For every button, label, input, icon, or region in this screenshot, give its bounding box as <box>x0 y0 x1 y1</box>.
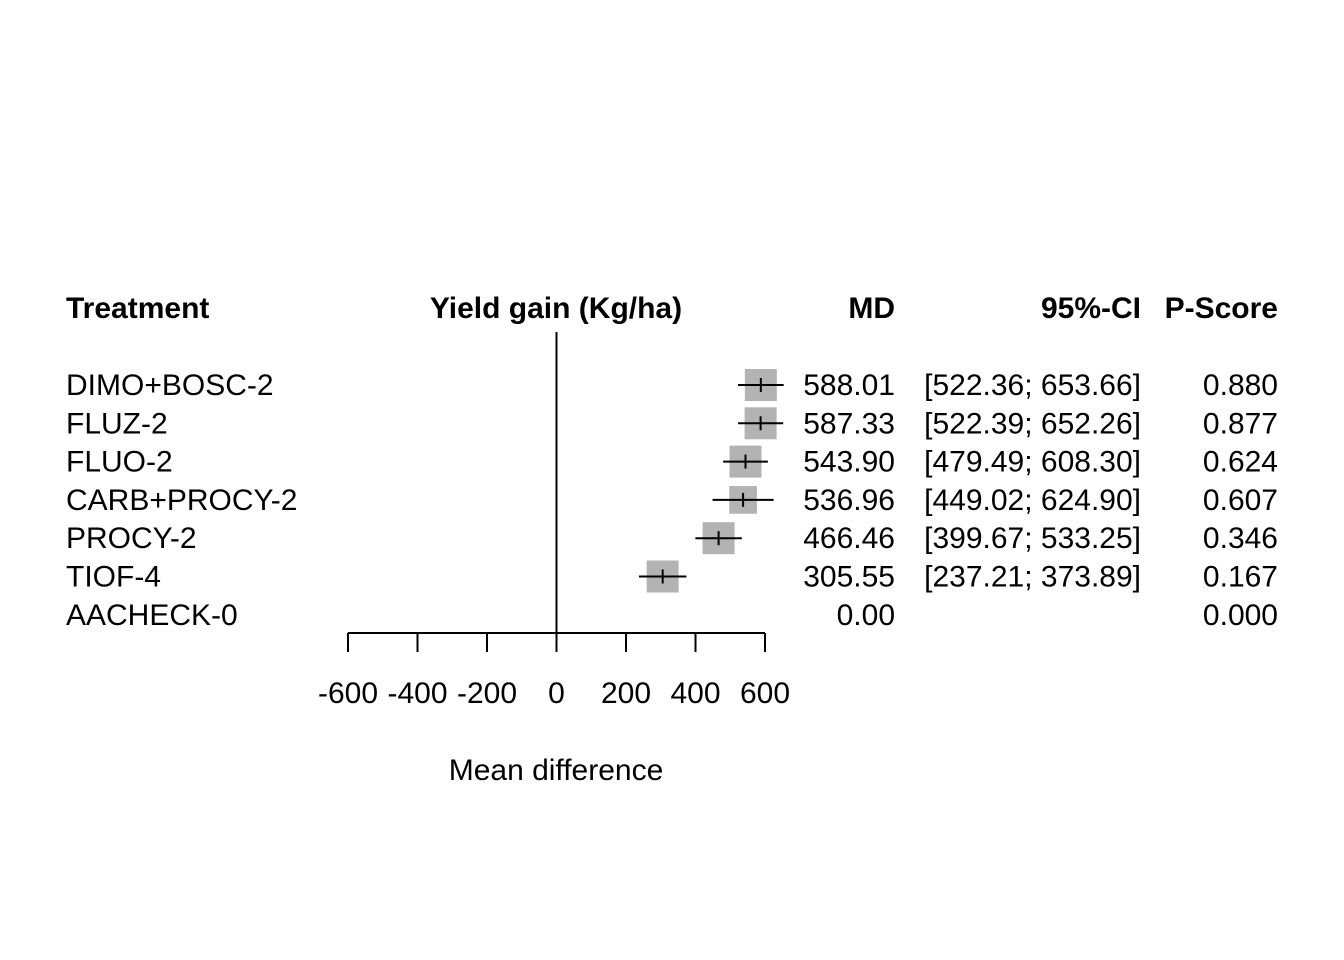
row-md-value: 587.33 <box>803 407 895 440</box>
row-pscore-value: 0.167 <box>1203 561 1278 594</box>
x-tick-label: -600 <box>318 677 378 710</box>
row-treatment-label: DIMO+BOSC-2 <box>66 369 274 402</box>
row-md-value: 305.55 <box>803 561 895 594</box>
header-treatment: Treatment <box>66 292 209 325</box>
x-tick-label: 600 <box>740 677 790 710</box>
row-md-value: 543.90 <box>803 446 895 479</box>
x-tick-label: 200 <box>601 677 651 710</box>
row-md-value: 536.96 <box>803 484 895 517</box>
row-ci-value: [522.36; 653.66] <box>924 369 1141 402</box>
row-treatment-label: TIOF-4 <box>66 561 161 594</box>
x-tick-label: -200 <box>457 677 517 710</box>
forest-rows: DIMO+BOSC-2 588.01 [522.36; 653.66] 0.880 FL… <box>66 332 1278 633</box>
row-md-value: 588.01 <box>803 369 895 402</box>
row-md-value: 466.46 <box>803 522 895 555</box>
row-ci-value: [449.02; 624.90] <box>924 484 1141 517</box>
header-pscore: P-Score <box>1165 292 1278 325</box>
row-pscore-value: 0.880 <box>1203 369 1278 402</box>
x-tick-label: 400 <box>670 677 720 710</box>
x-axis: -600 -400 -200 0 200 400 600 <box>318 632 790 710</box>
row-pscore-value: 0.624 <box>1203 446 1278 479</box>
row-treatment-label: AACHECK-0 <box>66 599 238 632</box>
x-tick-label: -400 <box>387 677 447 710</box>
row-ci-value: [479.49; 608.30] <box>924 446 1141 479</box>
row-pscore-value: 0.000 <box>1203 599 1278 632</box>
row-pscore-value: 0.607 <box>1203 484 1278 517</box>
header-ci: 95%-CI <box>1041 292 1141 325</box>
row-md-value: 0.00 <box>837 599 895 632</box>
row-pscore-value: 0.877 <box>1203 407 1278 440</box>
header-plot-title: Yield gain (Kg/ha) <box>430 292 682 325</box>
row-ci-value: [522.39; 652.26] <box>924 407 1141 440</box>
row-treatment-label: CARB+PROCY-2 <box>66 484 297 517</box>
x-tick-label: 0 <box>548 677 565 710</box>
row-ci-value: [237.21; 373.89] <box>924 561 1141 594</box>
row-treatment-label: PROCY-2 <box>66 522 197 555</box>
row-ci-value: [399.67; 533.25] <box>924 522 1141 555</box>
x-axis-label: Mean difference <box>449 754 664 787</box>
row-treatment-label: FLUO-2 <box>66 446 173 479</box>
row-treatment-label: FLUZ-2 <box>66 407 168 440</box>
header-md: MD <box>848 292 895 325</box>
row-pscore-value: 0.346 <box>1203 522 1278 555</box>
